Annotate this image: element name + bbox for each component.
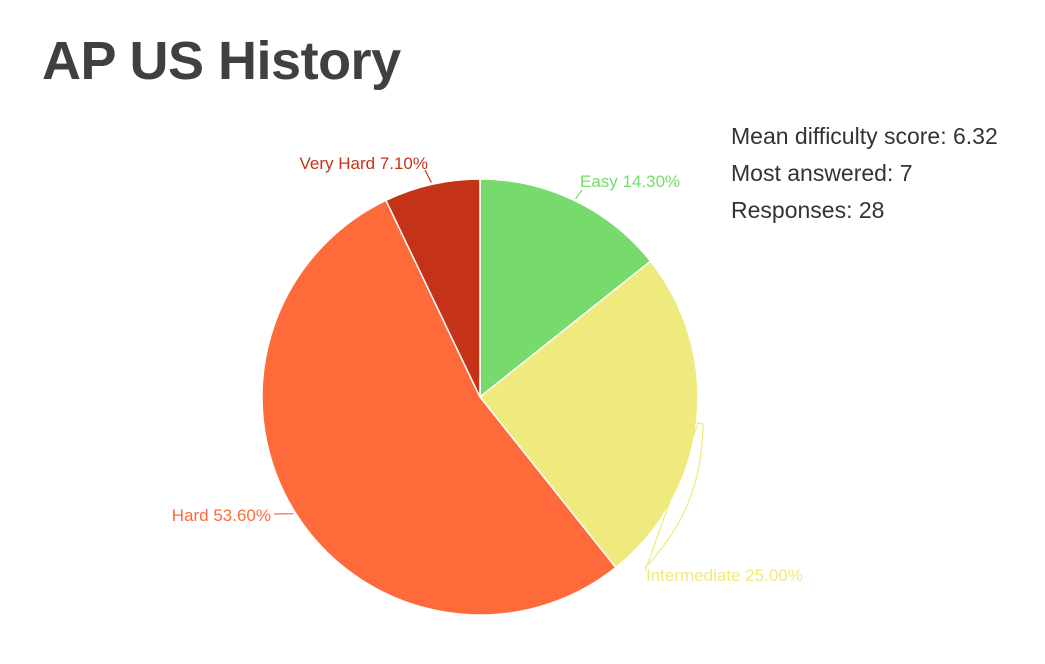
pie-slice-very-hard [384,178,481,398]
pie-labels: Easy 14.30% Intermediate 25.00% Hard 53.60… [172,154,803,585]
mean-difficulty-score: Mean difficulty score: 6.32 [731,123,998,149]
slice-label-very-hard: Very Hard 7.10% [299,154,428,173]
most-answered: Most answered: 7 [731,160,913,186]
slice-label-intermediate: Intermediate 25.00% [646,566,803,585]
pie-slices [261,178,699,616]
intermediate-bracket [644,422,704,569]
slice-label-easy: Easy 14.30% [580,172,680,191]
label-connector-very-hard [424,169,432,183]
chart-title: AP US History [42,31,401,91]
pie-slice-hard [261,199,617,616]
pie-slice-intermediate [478,260,699,569]
label-connector-easy [575,189,583,200]
label-connector-intermediate [644,421,700,572]
stats-panel: Mean difficulty score: 6.32 Most answere… [731,118,998,229]
responses-count: Responses: 28 [731,197,885,223]
slice-label-hard: Hard 53.60% [172,506,271,525]
pie-slice-easy [479,178,652,399]
